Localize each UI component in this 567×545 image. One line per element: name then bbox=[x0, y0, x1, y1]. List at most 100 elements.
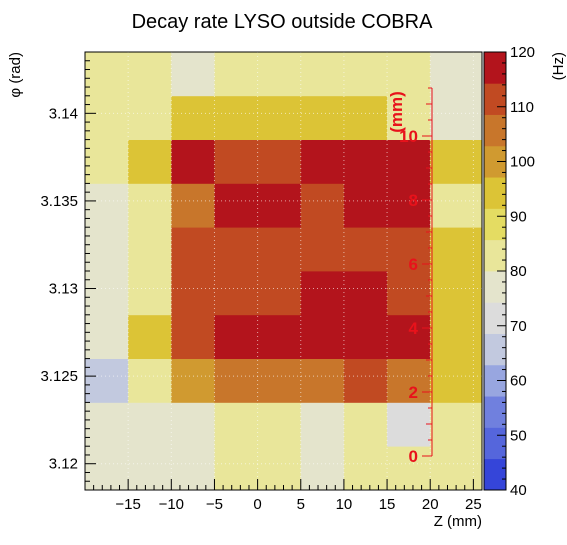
mm-ruler: 0 2 4 6 8 10 bbox=[399, 87, 433, 466]
y-tick-label: 3.13 bbox=[49, 281, 78, 298]
heatmap-cell bbox=[85, 52, 129, 97]
heatmap-cell bbox=[171, 227, 215, 272]
heatmap-cell bbox=[430, 271, 483, 316]
x-tick-label: 5 bbox=[297, 496, 305, 513]
x-tick-label: −10 bbox=[159, 496, 184, 513]
heatmap-cell bbox=[430, 314, 483, 359]
heatmap-cell bbox=[214, 358, 259, 403]
color-scale-tick-label: 40 bbox=[510, 482, 527, 499]
heatmap-cell bbox=[387, 358, 431, 403]
heatmap-cell bbox=[387, 52, 431, 97]
heatmap-cell bbox=[128, 52, 172, 97]
color-scale-tick-label: 120 bbox=[510, 44, 535, 61]
heatmap-cell bbox=[300, 227, 345, 272]
heatmap-cell bbox=[300, 314, 345, 359]
heatmap-cell bbox=[171, 402, 215, 447]
heatmap-cell bbox=[85, 402, 129, 447]
color-scale-swatch bbox=[484, 177, 506, 209]
heatmap-cell bbox=[85, 358, 129, 403]
heatmap-cell bbox=[257, 402, 302, 447]
heatmap-cell bbox=[214, 139, 259, 184]
color-scale-tick-label: 80 bbox=[510, 263, 527, 280]
color-scale-swatch bbox=[484, 52, 506, 84]
heatmap-cell bbox=[214, 271, 259, 316]
heatmap-cell bbox=[300, 95, 345, 140]
color-scale-tick-label: 50 bbox=[510, 427, 527, 444]
heatmap-cell bbox=[343, 314, 388, 359]
heatmap-cell bbox=[387, 402, 431, 447]
heatmap-cell bbox=[343, 402, 388, 447]
heatmap-cell bbox=[387, 314, 431, 359]
heatmap-cell bbox=[214, 95, 259, 140]
heatmap-cell bbox=[430, 183, 483, 228]
heatmap-cell bbox=[300, 52, 345, 97]
color-scale-tick-label: 60 bbox=[510, 373, 527, 390]
heatmap-cell bbox=[430, 446, 483, 491]
heatmap-cell bbox=[343, 271, 388, 316]
heatmap-cell bbox=[128, 446, 172, 491]
ruler-tick-label: 10 bbox=[399, 127, 418, 146]
heatmap-cell bbox=[171, 271, 215, 316]
heatmap-cell bbox=[171, 446, 215, 491]
color-scale-swatch bbox=[484, 302, 506, 334]
x-tick-label: 10 bbox=[336, 496, 353, 513]
x-axis: −15 −10 −5 0 5 10 15 20 25 bbox=[84, 479, 483, 513]
y-tick-label: 3.14 bbox=[49, 105, 78, 122]
heatmap-cell bbox=[257, 183, 302, 228]
heatmap-cell bbox=[257, 446, 302, 491]
color-scale-swatch bbox=[484, 396, 506, 428]
x-tick-label: 15 bbox=[379, 496, 396, 513]
heatmap-cell bbox=[343, 183, 388, 228]
x-tick-label: 0 bbox=[253, 496, 261, 513]
heatmap-cell bbox=[85, 227, 129, 272]
heatmap-cell bbox=[85, 271, 129, 316]
x-tick-label: −15 bbox=[115, 496, 140, 513]
heatmap-cell bbox=[300, 139, 345, 184]
color-scale-tick-label: 100 bbox=[510, 154, 535, 171]
heatmap-cell bbox=[300, 183, 345, 228]
heatmap-cell bbox=[171, 139, 215, 184]
color-scale-tick-label: 90 bbox=[510, 208, 527, 225]
heatmap-cell bbox=[257, 358, 302, 403]
y-axis: 3.12 3.125 3.13 3.135 3.14 bbox=[40, 51, 96, 491]
ruler-tick-label: 6 bbox=[409, 255, 418, 274]
color-scale-swatch bbox=[484, 458, 506, 491]
heatmap-cell bbox=[128, 183, 172, 228]
color-scale-swatch bbox=[484, 239, 506, 272]
heatmap-cell bbox=[300, 271, 345, 316]
heatmap-cell bbox=[128, 402, 172, 447]
heatmap-cell bbox=[85, 139, 129, 184]
x-tick-label: 20 bbox=[422, 496, 439, 513]
heatmap-cell bbox=[387, 95, 431, 140]
heatmap-cell bbox=[214, 446, 259, 491]
heatmap-cell bbox=[128, 95, 172, 140]
chart-title: Decay rate LYSO outside COBRA bbox=[132, 11, 434, 33]
heatmap-cell bbox=[257, 95, 302, 140]
y-axis-label: φ (rad) bbox=[7, 52, 24, 98]
ruler-tick-label: 8 bbox=[409, 191, 418, 210]
heatmap-cell bbox=[85, 314, 129, 359]
color-scale-tick-label: 110 bbox=[510, 99, 534, 116]
color-scale-tick-label: 70 bbox=[510, 318, 527, 335]
y-tick-label: 3.12 bbox=[49, 456, 78, 473]
heatmap-cell bbox=[171, 183, 215, 228]
heatmap-cell bbox=[257, 271, 302, 316]
heatmap-cell bbox=[214, 402, 259, 447]
x-tick-label: 25 bbox=[465, 496, 482, 513]
heatmap-cell bbox=[171, 314, 215, 359]
heatmap-cell bbox=[430, 227, 483, 272]
color-scale-swatch bbox=[484, 427, 506, 460]
heatmap-cell bbox=[214, 52, 259, 97]
heatmap-cell bbox=[128, 227, 172, 272]
heatmap-cell bbox=[343, 95, 388, 140]
heatmap-cells bbox=[85, 52, 483, 491]
heatmap-cell bbox=[343, 446, 388, 491]
color-scale-swatch bbox=[484, 271, 506, 303]
heatmap-cell bbox=[343, 139, 388, 184]
heatmap-cell bbox=[85, 183, 129, 228]
heatmap-cell bbox=[430, 95, 483, 140]
ruler-tick-label: 4 bbox=[409, 319, 419, 338]
heatmap-cell bbox=[430, 402, 483, 447]
ruler-unit-label: (mm) bbox=[387, 91, 406, 133]
